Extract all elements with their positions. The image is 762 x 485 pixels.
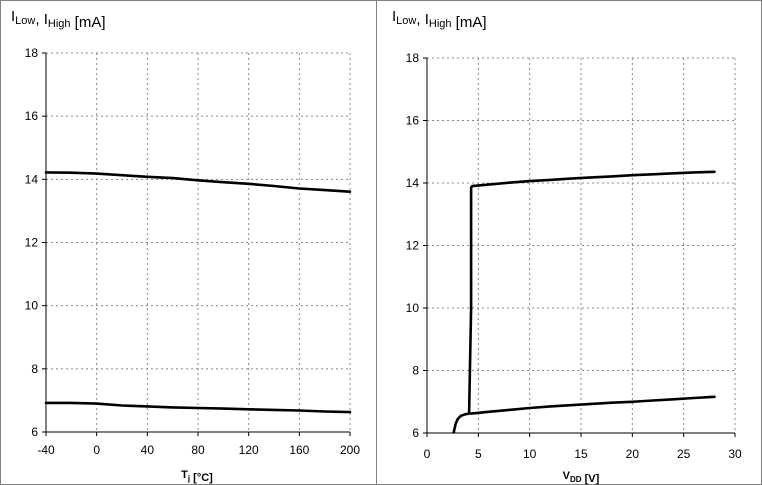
x-tick-label: 30 [728, 447, 742, 461]
series-line-2 [469, 395, 716, 415]
y-tick-label: 8 [31, 362, 38, 376]
x-tick-label: 40 [141, 443, 155, 457]
x-axis-title: VDD [V] [563, 470, 600, 485]
y-tick-label: 10 [25, 299, 39, 313]
y-axis-title: ILow, IHigh [mA] [11, 8, 106, 31]
y-tick-label: 14 [406, 176, 420, 190]
panel-divider [376, 0, 377, 485]
series-line-1 [452, 170, 716, 434]
x-tick-label: 0 [424, 447, 431, 461]
y-tick-label: 14 [25, 172, 39, 186]
y-tick-label: 6 [31, 425, 38, 439]
chart-panel-2: 6 8 10 12 14 16 18 0 5 10 15 20 25 30 ILow, IHigh [mA]… [392, 8, 742, 485]
y-tick-label: 16 [406, 114, 420, 128]
x-tick-label: 5 [475, 447, 482, 461]
x-tick-label: 10 [523, 447, 537, 461]
x-tick-label: 25 [677, 447, 691, 461]
x-tick-label: -40 [37, 443, 55, 457]
y-tick-label: 16 [25, 109, 39, 123]
x-tick-label: 200 [340, 443, 360, 457]
chart-panel-1: 6 8 10 12 14 16 18 -40 0 40 80 120 160 200 ILow, IHigh… [11, 8, 360, 484]
x-tick-label: 20 [626, 447, 640, 461]
x-axis-title: Tj [°C] [181, 469, 213, 484]
y-tick-label: 12 [25, 236, 39, 250]
series-line-2 [44, 401, 352, 414]
x-tick-label: 120 [239, 443, 259, 457]
x-tick-label: 15 [574, 447, 588, 461]
series-line-1 [44, 171, 352, 193]
y-tick-label: 12 [406, 239, 420, 253]
y-tick-label: 6 [412, 426, 419, 440]
x-tick-label: 160 [289, 443, 309, 457]
y-tick-label: 10 [406, 301, 420, 315]
y-tick-label: 8 [412, 364, 419, 378]
y-axis-title: ILow, IHigh [mA] [392, 8, 487, 31]
x-tick-label: 0 [93, 443, 100, 457]
x-tick-label: 80 [191, 443, 205, 457]
y-tick-label: 18 [25, 46, 39, 60]
y-tick-label: 18 [406, 51, 420, 65]
